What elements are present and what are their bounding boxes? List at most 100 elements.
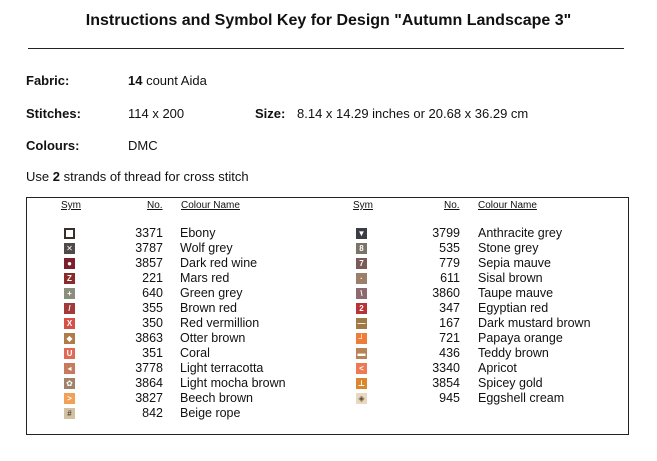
dmc-number: 611 [440,271,460,285]
colour-name: Papaya orange [478,331,563,345]
colour-name: Teddy brown [478,346,549,360]
key-row: ◈ 945 Eggshell cream [0,391,657,406]
dmc-number: 535 [439,241,460,255]
key-row: ▬ 436 Teddy brown [0,346,657,361]
size-value: 8.14 x 14.29 inches or 20.68 x 36.29 cm [297,106,529,121]
letter-z-icon: Z [64,273,75,284]
fabric-label: Fabric: [26,73,70,88]
fabric-suffix: count Aida [142,73,207,88]
fabric-count: 14 [128,73,143,88]
key-row: — 167 Dark mustard brown [0,316,657,331]
colour-name: Anthracite grey [478,226,563,240]
colour-name: Wolf grey [180,241,233,255]
dmc-number: 779 [439,256,460,270]
dmc-number: 640 [142,286,163,300]
colour-name: Light terracotta [180,361,264,375]
right-sym-header: Sym [353,200,373,211]
strand-count: 2 [52,169,60,184]
dmc-number: 3854 [432,376,460,390]
digit-8-icon: 8 [356,243,367,254]
key-row: 7 779 Sepia mauve [0,256,657,271]
key-row: ◂ 3778 Light terracotta [0,361,657,376]
colour-name: Ebony [180,226,216,240]
cross-icon: ✕ [64,243,75,254]
key-row: >3827 Beech brown [0,391,657,406]
dmc-number: 3340 [432,361,460,375]
strands-instruction: Use 2 strands of thread for cross stitch [26,169,249,184]
colour-name: Spicey gold [478,376,543,390]
symbol-key-table [26,197,629,435]
chevron-left-icon: < [356,363,367,374]
colours-value: DMC [128,138,158,153]
colour-name: Coral [180,346,210,360]
key-row: ◆ 3863 Otter brown [0,331,657,346]
dmc-number: 3799 [432,226,460,240]
dmc-number: 721 [439,331,460,345]
dmc-number: 3787 [135,241,163,255]
dmc-number: 3864 [135,376,163,390]
dmc-number: 347 [439,301,460,315]
colour-name: Red vermillion [180,316,260,330]
colours-label: Colours: [26,138,80,153]
key-row: ┘ 721 Papaya orange [0,331,657,346]
key-row: ● 3857 Dark red wine [0,256,657,271]
colour-name: Sepia mauve [478,256,551,270]
dmc-number: 221 [142,271,163,285]
dmc-number: 350 [142,316,163,330]
up-tack-icon: ⊥ [356,378,367,389]
down-triangle-icon: ▼ [356,228,367,239]
key-row: · 611 Sisal brown [0,271,657,286]
dmc-number: 436 [439,346,460,360]
colour-name: Taupe mauve [478,286,554,300]
dmc-number: 3857 [135,256,163,270]
key-row: 8 535 Stone grey [0,241,657,256]
right-no-header: No. [444,200,460,211]
colour-name: Eggshell cream [478,391,565,405]
bar-icon: ▬ [356,348,367,359]
size-label: Size: [255,106,286,121]
colour-name: Beige rope [180,406,241,420]
hollow-square-icon [64,228,75,239]
dmc-number: 842 [142,406,163,420]
diamond-icon: ◆ [64,333,75,344]
left-sym-header: Sym [61,200,81,211]
key-row: X 350 Red vermillion [0,316,657,331]
colour-name: Egyptian red [478,301,549,315]
arrow-left-icon: ◂ [64,363,75,374]
key-row: #842 Beige rope [0,406,657,421]
key-row: 3371 Ebony [0,226,657,241]
colour-name: Light mocha brown [180,376,286,390]
key-row: ▼ 3799 Anthracite grey [0,226,657,241]
colour-name: Mars red [180,271,230,285]
hourglass-icon: X [64,318,75,329]
colour-name: Dark mustard brown [478,316,591,330]
dmc-number: 3863 [135,331,163,345]
key-row: ⊥ 3854 Spicey gold [0,376,657,391]
digit-2-icon: 2 [356,303,367,314]
dmc-number: 3371 [135,226,163,240]
dmc-number: 351 [142,346,163,360]
colour-name: Otter brown [180,331,246,345]
key-row: <3340 Apricot [0,361,657,376]
dmc-number: 3827 [135,391,163,405]
key-row: \ 3860 Taupe mauve [0,286,657,301]
dash-icon: — [356,318,367,329]
colour-name: Green grey [180,286,243,300]
title-divider [28,48,624,49]
dmc-number: 3860 [432,286,460,300]
colour-name: Apricot [478,361,517,375]
dmc-number: 3778 [135,361,163,375]
diamond-dots-icon: ◈ [356,393,367,404]
plus-icon: + [64,288,75,299]
colour-name: Brown red [180,301,237,315]
key-row: Z 221 Mars red [0,271,657,286]
key-row: 2 347 Egyptian red [0,301,657,316]
left-no-header: No. [147,200,163,211]
colour-name: Sisal brown [478,271,543,285]
backslash-icon: \ [356,288,367,299]
small-dot-icon: · [356,273,367,284]
key-row: ✕ 3787 Wolf grey [0,241,657,256]
right-colour-name-header: Colour Name [478,200,537,211]
slash-icon: / [64,303,75,314]
fabric-value: 14 count Aida [128,73,207,88]
